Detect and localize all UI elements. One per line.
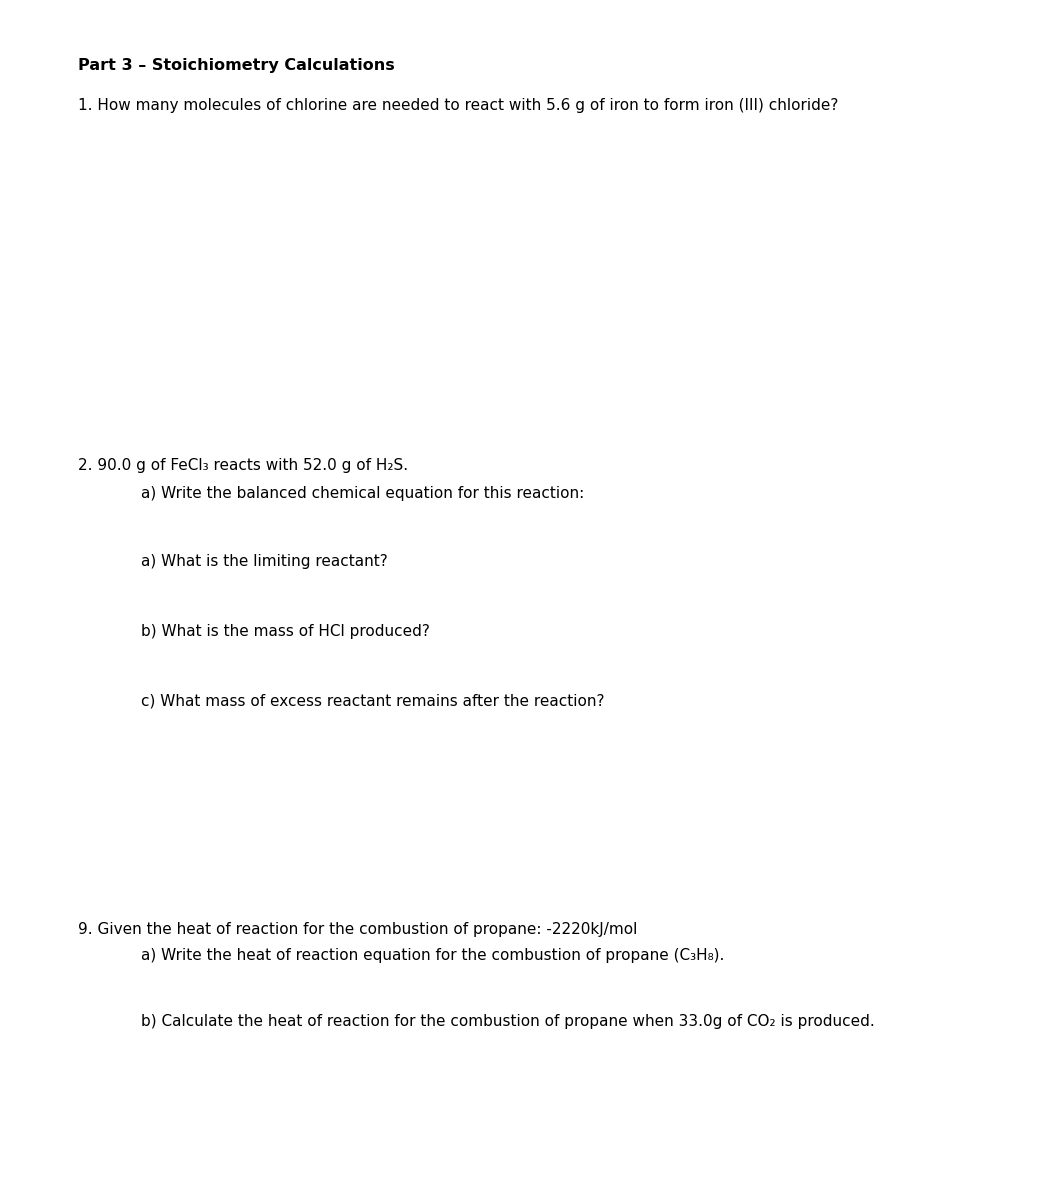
Text: Part 3 – Stoichiometry Calculations: Part 3 – Stoichiometry Calculations — [78, 58, 395, 72]
Text: a) Write the heat of reaction equation for the combustion of propane (C₃H₈).: a) Write the heat of reaction equation f… — [141, 948, 725, 962]
Text: b) Calculate the heat of reaction for the combustion of propane when 33.0g of CO: b) Calculate the heat of reaction for th… — [141, 1014, 874, 1028]
Text: 1. How many molecules of chlorine are needed to react with 5.6 g of iron to form: 1. How many molecules of chlorine are ne… — [78, 98, 839, 113]
Text: a) What is the limiting reactant?: a) What is the limiting reactant? — [141, 554, 388, 569]
Text: 2. 90.0 g of FeCl₃ reacts with 52.0 g of H₂S.: 2. 90.0 g of FeCl₃ reacts with 52.0 g of… — [78, 458, 409, 473]
Text: a) Write the balanced chemical equation for this reaction:: a) Write the balanced chemical equation … — [141, 486, 585, 502]
Text: b) What is the mass of HCl produced?: b) What is the mass of HCl produced? — [141, 624, 430, 638]
Text: 9. Given the heat of reaction for the combustion of propane: -2220kJ/mol: 9. Given the heat of reaction for the co… — [78, 922, 638, 936]
Text: c) What mass of excess reactant remains after the reaction?: c) What mass of excess reactant remains … — [141, 694, 605, 708]
